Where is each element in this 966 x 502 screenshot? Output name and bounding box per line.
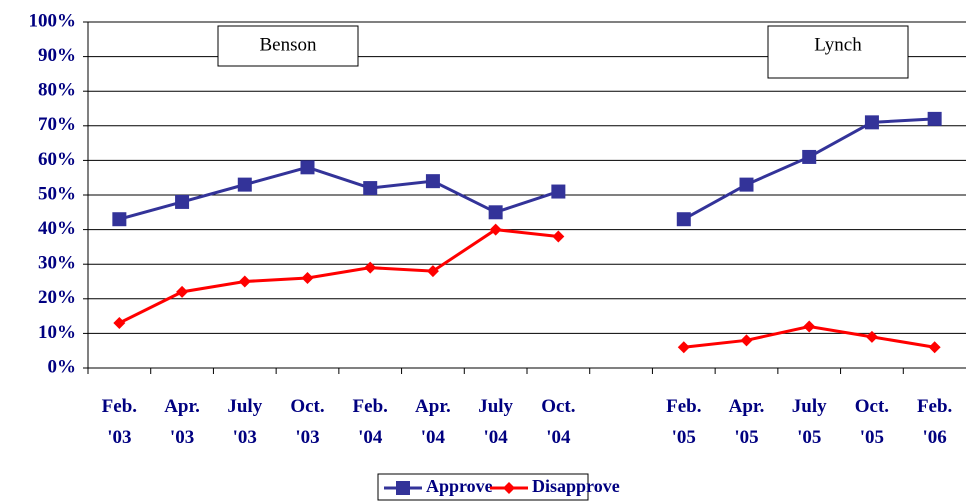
y-tick-label: 70% (38, 114, 76, 135)
point (803, 320, 816, 333)
point (488, 205, 503, 220)
y-tick-label: 0% (48, 356, 77, 377)
point (802, 149, 817, 164)
annotation: Lynch (814, 34, 862, 55)
point (551, 184, 566, 199)
y-tick-label: 20% (38, 287, 76, 308)
y-tick-label: 10% (38, 322, 76, 343)
point (740, 334, 753, 347)
annotation-box (217, 25, 359, 67)
point (238, 275, 251, 288)
point (865, 330, 878, 343)
y-tick-label: 80% (38, 80, 76, 101)
y-tick-label: 50% (38, 183, 76, 204)
point (237, 177, 252, 192)
x-tick-label: Feb. '03 (102, 396, 137, 448)
annotation: Benson (260, 34, 318, 55)
legend-label: Disapprove (532, 476, 620, 496)
x-tick-label: Oct. '05 (855, 396, 889, 448)
point (426, 265, 439, 278)
point (928, 341, 941, 354)
legend-marker (503, 482, 515, 494)
point (301, 272, 314, 285)
x-tick-label: Apr. '04 (415, 396, 451, 448)
y-tick-label: 100% (29, 10, 77, 31)
x-tick-label: July '04 (478, 396, 513, 448)
point (425, 174, 440, 189)
point (363, 181, 378, 196)
y-tick-label: 40% (38, 218, 76, 239)
y-tick-label: 30% (38, 253, 76, 274)
point (112, 212, 127, 227)
x-tick-label: Feb. '06 (917, 396, 952, 448)
point (677, 341, 690, 354)
y-tick-label: 60% (38, 149, 76, 170)
x-tick-label: Apr. '05 (729, 396, 765, 448)
legend-label: Approve (426, 476, 493, 496)
x-tick-label: Feb. '05 (666, 396, 701, 448)
point (364, 261, 377, 274)
point (489, 223, 502, 236)
point (113, 317, 126, 330)
point (676, 212, 691, 227)
y-tick-label: 90% (38, 45, 76, 66)
point (927, 111, 942, 126)
annotation-box (767, 25, 909, 79)
x-tick-label: Apr. '03 (164, 396, 200, 448)
x-tick-label: Oct. '04 (541, 396, 575, 448)
x-tick-label: Oct. '03 (290, 396, 324, 448)
legend-marker (396, 481, 410, 495)
point (175, 194, 190, 209)
point (300, 160, 315, 175)
series-line (118, 117, 935, 221)
x-tick-label: July '03 (227, 396, 262, 448)
point (864, 115, 879, 130)
series-line (118, 228, 935, 349)
point (176, 285, 189, 298)
point (552, 230, 565, 243)
x-tick-label: Feb. '04 (353, 396, 388, 448)
point (739, 177, 754, 192)
x-tick-label: July '05 (792, 396, 827, 448)
